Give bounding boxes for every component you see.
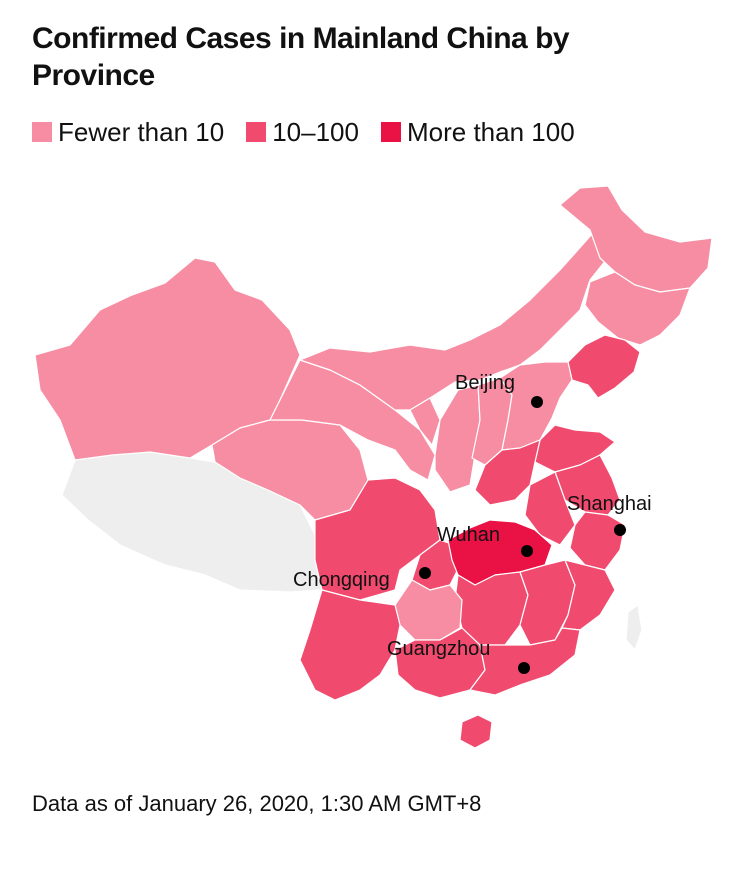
- region-henan: [474, 439, 541, 506]
- region-fujian: [561, 559, 616, 631]
- city-label-wuhan: Wuhan: [437, 524, 500, 546]
- region-shaanxi: [434, 384, 481, 493]
- legend-label: More than 100: [406, 117, 575, 147]
- region-anhui: [524, 471, 576, 546]
- legend-item-10-100: 10–100: [246, 116, 359, 148]
- city-dot-beijing: [531, 396, 543, 408]
- region-shandong: [534, 424, 616, 473]
- region-jiangxi: [519, 559, 576, 646]
- region-guizhou: [394, 579, 463, 641]
- region-ningxia: [409, 397, 441, 446]
- legend-item-fewer-than-10: Fewer than 10: [32, 116, 224, 148]
- city-label-beijing: Beijing: [455, 372, 515, 394]
- region-taiwan: [625, 604, 643, 651]
- city-label-guangzhou: Guangzhou: [387, 638, 490, 660]
- legend-swatch-medium: [246, 122, 267, 142]
- footnote: Data as of January 26, 2020, 1:30 AM GMT…: [32, 791, 482, 816]
- city-dot-chongqing: [419, 567, 431, 579]
- city-label-shanghai: Shanghai: [567, 493, 652, 515]
- region-hainan: [459, 714, 493, 749]
- region-yunnan: [299, 589, 401, 701]
- region-liaoning: [567, 334, 641, 399]
- legend: Fewer than 10 10–100 More than 100: [32, 116, 597, 148]
- region-jiangsu: [554, 454, 621, 516]
- legend-swatch-light: [32, 122, 52, 142]
- china-map: Beijing Shanghai Wuhan Chongqing Guangzh…: [34, 185, 713, 749]
- legend-swatch-dark: [380, 122, 401, 142]
- legend-label: 10–100: [272, 117, 359, 147]
- region-jilin: [584, 271, 691, 346]
- region-guangdong: [469, 627, 581, 696]
- city-label-chongqing: Chongqing: [293, 569, 390, 591]
- legend-label: Fewer than 10: [58, 117, 225, 147]
- region-zhejiang: [569, 511, 626, 571]
- city-dot-shanghai: [614, 524, 626, 536]
- region-heilongjiang: [559, 185, 713, 293]
- map-title: Confirmed Cases in Mainland China by Pro…: [32, 22, 570, 92]
- city-markers: Beijing Shanghai Wuhan Chongqing Guangzh…: [293, 372, 652, 674]
- city-dot-guangzhou: [518, 662, 530, 674]
- region-xinjiang: [34, 257, 301, 461]
- city-dot-wuhan: [521, 545, 533, 557]
- legend-item-more-than-100: More than 100: [380, 116, 575, 148]
